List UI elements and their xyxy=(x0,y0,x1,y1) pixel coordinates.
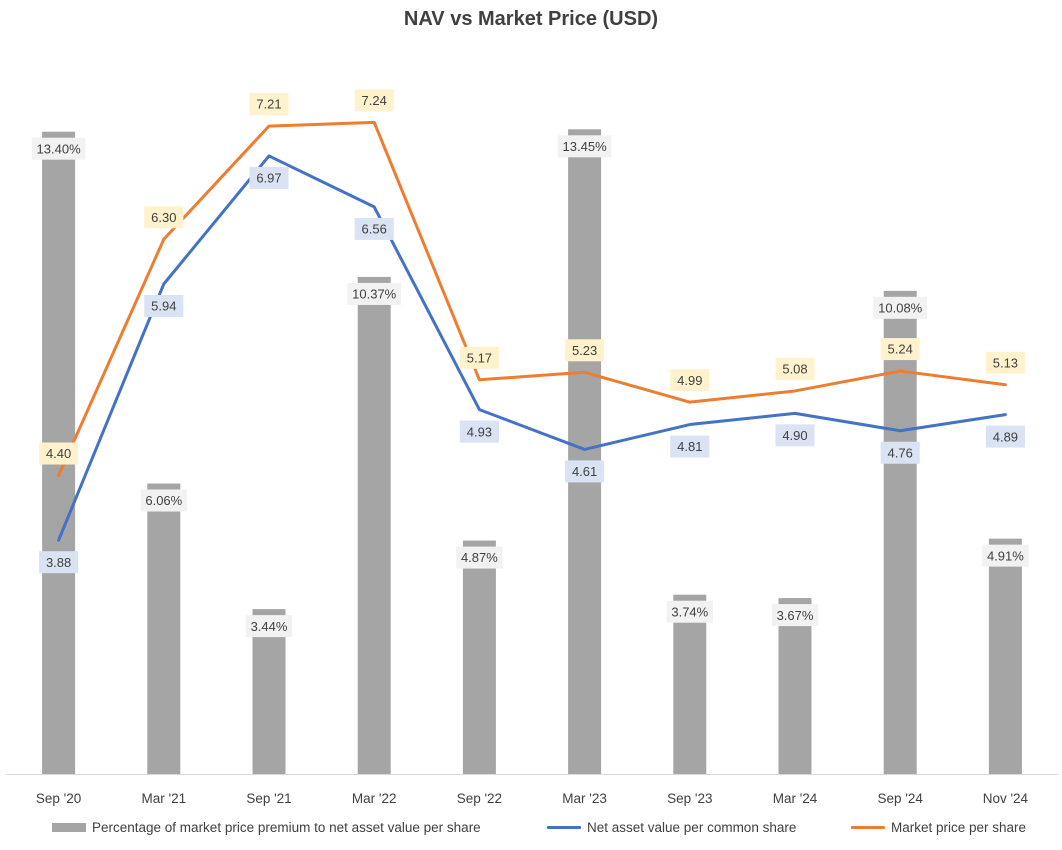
market-price-label-3: 7.24 xyxy=(362,93,387,108)
legend-label-nav: Net asset value per common share xyxy=(587,820,797,835)
nav-label-9: 4.89 xyxy=(993,429,1018,444)
market-price-label-5-bg xyxy=(565,339,605,362)
nav-label-1-bg xyxy=(144,295,184,318)
bar-label-5-bg xyxy=(557,135,612,158)
nav-label-6-bg xyxy=(670,435,710,458)
bar-label-6-bg xyxy=(666,600,713,623)
market-price-label-8: 5.24 xyxy=(888,342,913,357)
bar-label-7: 3.67% xyxy=(777,608,814,623)
bar-label-6: 3.74% xyxy=(671,604,708,619)
nav-label-8: 4.76 xyxy=(888,445,913,460)
legend-swatch-premium xyxy=(52,823,86,832)
nav-label-3: 6.56 xyxy=(362,222,387,237)
bar-6 xyxy=(673,594,707,774)
legend-item-nav: Net asset value per common share xyxy=(547,820,796,835)
bar-label-8: 10.08% xyxy=(878,301,923,316)
nav-label-5: 4.61 xyxy=(572,464,597,479)
market-price-label-8-bg xyxy=(880,338,920,361)
market-price-label-5: 5.23 xyxy=(572,343,597,358)
market-price-label-6: 4.99 xyxy=(677,373,702,388)
x-tick-label-7: Mar '24 xyxy=(773,791,818,806)
bar-5 xyxy=(568,129,602,775)
legend: Percentage of market price premium to ne… xyxy=(0,820,1062,842)
nav-label-0: 3.88 xyxy=(46,555,71,570)
market-price-label-0: 4.40 xyxy=(46,446,71,461)
market-price-line xyxy=(57,120,1007,478)
bar-label-2: 3.44% xyxy=(251,619,288,634)
bar-label-0: 13.40% xyxy=(37,141,82,156)
bar-label-1: 6.06% xyxy=(145,493,182,508)
x-tick-label-2: Sep '21 xyxy=(246,791,291,806)
x-tick-label-9: Nov '24 xyxy=(983,791,1029,806)
bar-1 xyxy=(147,483,181,774)
bar-label-7-bg xyxy=(771,604,819,627)
bar-label-8-bg xyxy=(873,296,928,319)
legend-swatch-nav xyxy=(547,826,581,829)
market-price-label-4: 5.17 xyxy=(467,350,492,365)
nav-label-4-bg xyxy=(459,420,499,443)
nav-line xyxy=(57,154,1007,542)
bar-4 xyxy=(462,540,496,774)
legend-swatch-market-price xyxy=(851,826,885,829)
market-price-label-2-bg xyxy=(249,93,289,116)
nav-label-4: 4.93 xyxy=(467,424,492,439)
market-price-label-7-bg xyxy=(775,357,815,380)
nav-label-7: 4.90 xyxy=(782,428,807,443)
bar-label-4: 4.87% xyxy=(461,550,498,565)
market-price-label-1: 6.30 xyxy=(151,210,176,225)
market-price-label-9-bg xyxy=(985,351,1025,374)
nav-label-8-bg xyxy=(880,441,920,464)
nav-label-2-bg xyxy=(249,166,289,189)
bar-label-1-bg xyxy=(140,489,187,512)
bar-7 xyxy=(778,598,812,774)
x-tick-label-3: Mar '22 xyxy=(352,791,397,806)
nav-label-5-bg xyxy=(565,460,605,483)
market-price-label-2: 7.21 xyxy=(256,97,281,112)
market-price-label-1-bg xyxy=(144,206,184,229)
bar-label-5: 13.45% xyxy=(563,139,608,154)
x-tick-label-1: Mar '21 xyxy=(142,791,187,806)
market-price-label-4-bg xyxy=(459,346,499,369)
bar-label-2-bg xyxy=(245,615,293,638)
x-tick-label-0: Sep '20 xyxy=(36,791,81,806)
market-price-label-0-bg xyxy=(39,442,79,465)
legend-item-market-price: Market price per share xyxy=(851,820,1026,835)
bar-label-4-bg xyxy=(456,546,503,569)
market-price-label-3-bg xyxy=(354,89,394,112)
nav-label-9-bg xyxy=(985,425,1025,448)
bar-3 xyxy=(357,276,391,774)
bar-label-3: 10.37% xyxy=(352,287,397,302)
nav-label-3-bg xyxy=(354,217,394,240)
bar-label-3-bg xyxy=(347,282,402,305)
bar-label-0-bg xyxy=(31,137,86,160)
x-tick-label-6: Sep '23 xyxy=(667,791,712,806)
x-tick-label-8: Sep '24 xyxy=(878,791,924,806)
nav-label-0-bg xyxy=(39,551,79,574)
nav-label-6: 4.81 xyxy=(677,439,702,454)
legend-item-premium: Percentage of market price premium to ne… xyxy=(52,820,481,835)
bar-8 xyxy=(883,290,917,774)
nav-label-7-bg xyxy=(775,424,815,447)
x-tick-label-4: Sep '22 xyxy=(457,791,502,806)
bar-9 xyxy=(988,538,1022,774)
nav-label-2: 6.97 xyxy=(256,171,281,186)
legend-label-premium: Percentage of market price premium to ne… xyxy=(92,820,481,835)
nav-label-1: 5.94 xyxy=(151,299,176,314)
bar-label-9-bg xyxy=(982,544,1029,567)
bar-label-9: 4.91% xyxy=(987,548,1024,563)
market-price-label-7: 5.08 xyxy=(782,362,807,377)
market-price-label-9: 5.13 xyxy=(993,355,1018,370)
x-tick-label-5: Mar '23 xyxy=(562,791,607,806)
chart-title: NAV vs Market Price (USD) xyxy=(403,8,659,30)
legend-label-market-price: Market price per share xyxy=(891,820,1027,835)
market-price-label-6-bg xyxy=(670,369,710,392)
